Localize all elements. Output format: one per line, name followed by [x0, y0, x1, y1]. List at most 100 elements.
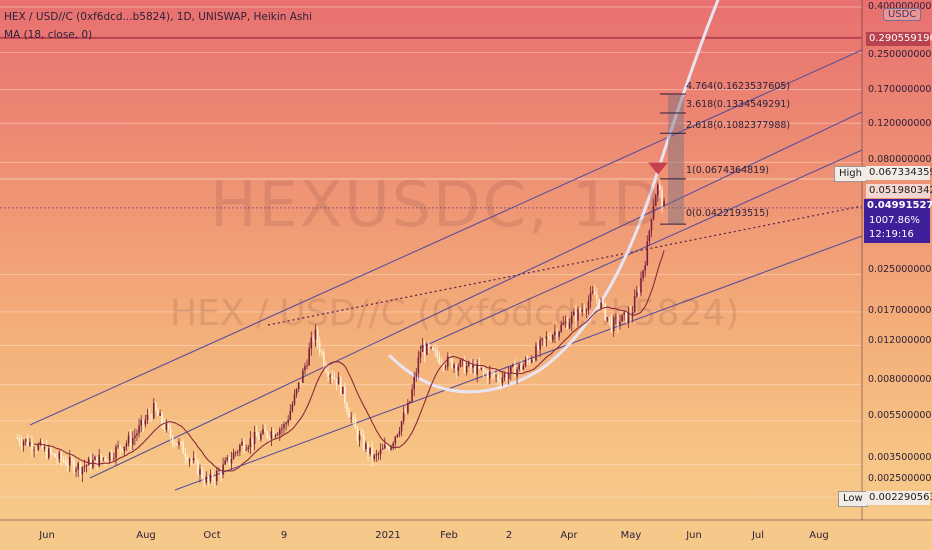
- candle-body: [413, 377, 415, 390]
- top-marker: [648, 162, 668, 175]
- candle-body: [581, 309, 583, 312]
- candle-body: [136, 433, 138, 436]
- candle-body: [425, 344, 428, 355]
- time-axis-label: Oct: [203, 530, 221, 541]
- candle-body: [503, 373, 506, 378]
- candle-body: [289, 410, 292, 420]
- candle-body: [18, 438, 21, 443]
- candle-body: [96, 456, 98, 467]
- candle-body: [392, 443, 394, 447]
- candle-body: [236, 451, 239, 453]
- candle-body: [610, 318, 613, 332]
- mid-price-tag: 0.0519803424: [866, 184, 932, 198]
- candle-body: [52, 453, 54, 455]
- candle-body: [593, 291, 596, 295]
- candle-body: [442, 363, 445, 367]
- candle-body: [201, 468, 203, 478]
- candle-body: [373, 455, 376, 460]
- candle-body: [56, 457, 58, 460]
- price-axis-label: 0.0055000000: [868, 410, 932, 421]
- fib-box: [668, 94, 684, 225]
- candle-body: [354, 418, 357, 429]
- candle-body: [94, 456, 96, 460]
- candle-body: [484, 370, 487, 372]
- candle-body: [656, 184, 659, 196]
- candle-body: [381, 448, 384, 450]
- candle-body: [325, 365, 327, 372]
- candle-body: [81, 467, 84, 475]
- candle-body: [659, 184, 661, 190]
- trend-line: [419, 149, 863, 349]
- price-axis-label: 0.1700000000: [868, 84, 932, 95]
- price-axis-label: 0.2500000000: [868, 49, 932, 60]
- candle-body: [79, 463, 82, 475]
- dotted-trend-line: [267, 205, 863, 326]
- candle-body: [98, 455, 100, 467]
- candle-body: [323, 352, 325, 366]
- candle-body: [337, 376, 340, 385]
- candle-body: [482, 367, 485, 371]
- candle-body: [26, 439, 29, 446]
- candle-body: [194, 458, 197, 461]
- candle-body: [541, 338, 544, 341]
- candle-body: [533, 359, 535, 361]
- candle-body: [619, 321, 621, 326]
- candle-body: [646, 241, 649, 266]
- candle-body: [648, 230, 651, 242]
- candle-body: [486, 371, 489, 379]
- candle-body: [444, 366, 447, 368]
- indicator-title[interactable]: MA (18, close, 0): [4, 29, 93, 41]
- candle-body: [530, 359, 533, 363]
- symbol-title[interactable]: HEX / USD//C (0xf6dcd...b5824), 1D, UNIS…: [4, 11, 312, 23]
- candle-body: [572, 311, 575, 316]
- candle-body: [404, 412, 407, 414]
- candle-body: [108, 452, 111, 461]
- candle-body: [617, 317, 619, 326]
- candle-body: [509, 366, 512, 374]
- currency-badge[interactable]: USDC: [883, 8, 922, 21]
- candle-body: [257, 436, 260, 440]
- candle-body: [66, 464, 69, 466]
- cup-arc: [388, 0, 720, 394]
- candle-body: [285, 423, 287, 425]
- candle-body: [400, 421, 403, 432]
- candle-body: [352, 417, 355, 419]
- candle-body: [621, 314, 623, 322]
- candle-body: [232, 452, 235, 460]
- candle-body: [266, 431, 268, 437]
- candle-body: [184, 453, 187, 458]
- candle-body: [117, 445, 119, 447]
- low-label-tag: Low: [838, 491, 868, 507]
- candle-body: [650, 219, 653, 231]
- candle-body: [281, 427, 283, 430]
- candle-body: [20, 442, 23, 446]
- candle-body: [344, 386, 346, 404]
- alert-price-tag[interactable]: 0.2905591963: [866, 32, 932, 46]
- candle-body: [270, 431, 273, 439]
- candle-body: [602, 302, 604, 304]
- candle-body: [600, 302, 602, 309]
- candle-body: [159, 413, 161, 416]
- candle-body: [396, 434, 399, 437]
- candle-body: [478, 364, 481, 369]
- candle-body: [491, 371, 493, 373]
- candle-body: [604, 303, 607, 320]
- candle-body: [518, 364, 520, 370]
- candle-body: [360, 434, 363, 436]
- candle-body: [180, 441, 182, 443]
- candle-body: [430, 347, 432, 349]
- description-watermark: HEX / USD//C (0xf6dcd...b5824): [170, 293, 740, 334]
- candle-body: [314, 329, 317, 340]
- candle-body: [146, 414, 149, 420]
- last-price-box[interactable]: 0.0499152715 1007.86% 12:19:16: [864, 199, 932, 243]
- candle-body: [365, 443, 367, 449]
- candle-body: [402, 412, 405, 422]
- price-axis-label: 0.0035000000: [868, 452, 932, 463]
- candle-body: [512, 364, 514, 367]
- candle-body: [551, 335, 554, 341]
- candle-body: [497, 375, 499, 380]
- candle-body: [570, 315, 573, 324]
- candle-body: [339, 376, 342, 394]
